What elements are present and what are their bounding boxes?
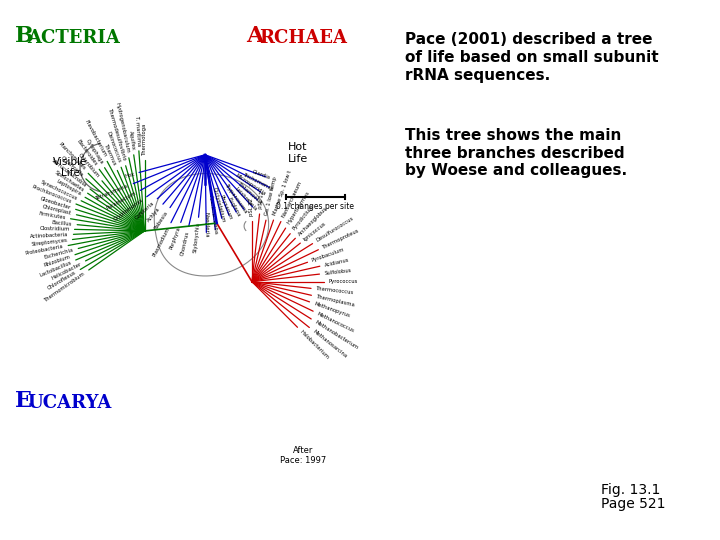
Text: Aquifex: Aquifex xyxy=(127,130,135,150)
Text: A: A xyxy=(246,25,264,48)
Text: Pyrodictium: Pyrodictium xyxy=(292,204,315,232)
Text: Clostridium: Clostridium xyxy=(39,226,70,232)
Text: Prochlorococcus: Prochlorococcus xyxy=(31,185,73,205)
Text: Babesia: Babesia xyxy=(153,210,169,231)
Text: Rhizobium: Rhizobium xyxy=(43,254,71,268)
Text: Planctomyces: Planctomyces xyxy=(58,142,86,172)
Text: Chondrus: Chondrus xyxy=(179,231,190,256)
Text: Synechococcus: Synechococcus xyxy=(39,179,78,201)
Text: Trypanosoma: Trypanosoma xyxy=(225,183,249,215)
Text: Fig. 13.1: Fig. 13.1 xyxy=(600,483,660,497)
Text: rRNA sequences.: rRNA sequences. xyxy=(405,68,551,83)
Text: Nanoarchaeum: Nanoarchaeum xyxy=(281,180,303,218)
Text: Streptomyces: Streptomyces xyxy=(31,238,68,247)
Text: pSL 22: pSL 22 xyxy=(249,198,254,216)
Text: Lactobacillus: Lactobacillus xyxy=(39,260,72,278)
Text: Naegleria: Naegleria xyxy=(204,212,209,238)
Text: ACTERIA: ACTERIA xyxy=(27,29,120,48)
Text: Pyrococcus: Pyrococcus xyxy=(329,279,359,284)
Text: Flavobacterium: Flavobacterium xyxy=(83,119,107,158)
Text: Page 521: Page 521 xyxy=(600,497,665,511)
Text: 0.1 changes per site: 0.1 changes per site xyxy=(276,201,354,211)
Text: Deinococcus: Deinococcus xyxy=(106,131,122,164)
Text: Firmicutes: Firmicutes xyxy=(38,211,66,220)
Text: by Woese and colleagues.: by Woese and colleagues. xyxy=(405,163,627,178)
Text: Hot
Life: Hot Life xyxy=(288,142,308,164)
Text: Methanosarcina: Methanosarcina xyxy=(312,329,348,359)
Text: three branches described: three branches described xyxy=(405,146,625,160)
Text: Acidianus: Acidianus xyxy=(324,257,350,268)
Text: Chlorobium: Chlorobium xyxy=(77,152,101,179)
Text: UCARYA: UCARYA xyxy=(27,394,112,411)
Text: of life based on small subunit: of life based on small subunit xyxy=(405,50,659,65)
Text: Helicobacter: Helicobacter xyxy=(50,261,82,280)
Text: Spirochaetes: Spirochaetes xyxy=(53,170,85,193)
Text: Leishmania: Leishmania xyxy=(234,187,258,212)
Text: Thermoplasma: Thermoplasma xyxy=(315,294,356,308)
Text: Acanthamoeba: Acanthamoeba xyxy=(208,194,218,235)
Text: Thermomicrobium: Thermomicrobium xyxy=(43,271,86,303)
Text: T. maritima: T. maritima xyxy=(134,116,141,146)
Text: Archaeoglobus: Archaeoglobus xyxy=(297,205,328,237)
Text: Euglena: Euglena xyxy=(226,197,240,218)
Text: Paramecium: Paramecium xyxy=(106,191,138,211)
Text: Physarum: Physarum xyxy=(219,194,233,221)
Text: Tetrahymena: Tetrahymena xyxy=(96,183,130,201)
Text: Methanopyrus: Methanopyrus xyxy=(313,301,351,319)
Text: Porphyra: Porphyra xyxy=(168,226,181,250)
Text: Thermotoga: Thermotoga xyxy=(142,123,147,155)
Text: RCHAEA: RCHAEA xyxy=(258,29,347,48)
Text: This tree shows the main: This tree shows the main xyxy=(405,128,621,143)
Text: Trichomonas: Trichomonas xyxy=(243,172,275,192)
Text: Cytophaga: Cytophaga xyxy=(84,138,104,165)
Text: Desulfurococcus: Desulfurococcus xyxy=(315,216,355,243)
Text: Ignicoccus: Ignicoccus xyxy=(302,221,328,242)
Text: Bacteroides: Bacteroides xyxy=(76,139,99,167)
Text: Hydrogenobaculum: Hydrogenobaculum xyxy=(114,102,130,153)
Text: Chlamydia: Chlamydia xyxy=(60,155,84,178)
Text: Leptospira: Leptospira xyxy=(55,179,82,197)
Text: Marine Sp. 1 low t: Marine Sp. 1 low t xyxy=(273,170,293,216)
Text: Halobacterium: Halobacterium xyxy=(300,329,330,360)
Text: Bacillus: Bacillus xyxy=(52,220,73,227)
Text: Thermococcus: Thermococcus xyxy=(315,286,354,296)
Text: Chloroflexus: Chloroflexus xyxy=(47,270,77,291)
Text: Stylonychia: Stylonychia xyxy=(192,222,200,253)
Text: Cafeteria: Cafeteria xyxy=(134,200,156,220)
Text: Methanococcus: Methanococcus xyxy=(317,311,356,333)
Text: Actinobacteria: Actinobacteria xyxy=(30,232,68,239)
Text: Pace (2001) described a tree: Pace (2001) described a tree xyxy=(405,32,653,48)
Text: Thermus: Thermus xyxy=(104,144,117,167)
Text: Sulfolobus: Sulfolobus xyxy=(324,268,352,276)
Text: Pyrobaculum: Pyrobaculum xyxy=(311,247,346,263)
Text: Plasmodium: Plasmodium xyxy=(152,226,171,257)
Text: Achlya: Achlya xyxy=(146,206,161,223)
Text: Verrucomicrobia: Verrucomicrobia xyxy=(50,158,88,188)
Text: Proteobacteria: Proteobacteria xyxy=(25,244,64,256)
Text: Microsporidia: Microsporidia xyxy=(234,173,266,197)
Text: Hyperthermus: Hyperthermus xyxy=(286,190,310,225)
Text: Methanobacterium: Methanobacterium xyxy=(314,320,359,350)
Text: E: E xyxy=(14,389,32,411)
Text: Visible
Life: Visible Life xyxy=(53,157,88,178)
Text: Escherichia: Escherichia xyxy=(44,247,74,260)
Text: Chloroplast: Chloroplast xyxy=(42,204,72,216)
Text: Gloeobacter: Gloeobacter xyxy=(40,196,72,210)
Text: Go. 1 low temp: Go. 1 low temp xyxy=(265,176,279,216)
Text: Thermodesulfovibrio: Thermodesulfovibrio xyxy=(107,108,127,162)
Text: Cryptomonas: Cryptomonas xyxy=(112,198,144,222)
Text: pSL 12: pSL 12 xyxy=(258,191,264,210)
Text: After
Pace: 1997: After Pace: 1997 xyxy=(279,446,326,465)
Text: Giardia: Giardia xyxy=(252,170,271,181)
Text: Hox: Hox xyxy=(124,171,135,179)
Text: Thermoproteus: Thermoproteus xyxy=(322,228,360,250)
Text: Entamoeba: Entamoeba xyxy=(237,181,263,205)
Text: B: B xyxy=(14,25,34,48)
Text: Dictyostelium: Dictyostelium xyxy=(212,187,225,224)
